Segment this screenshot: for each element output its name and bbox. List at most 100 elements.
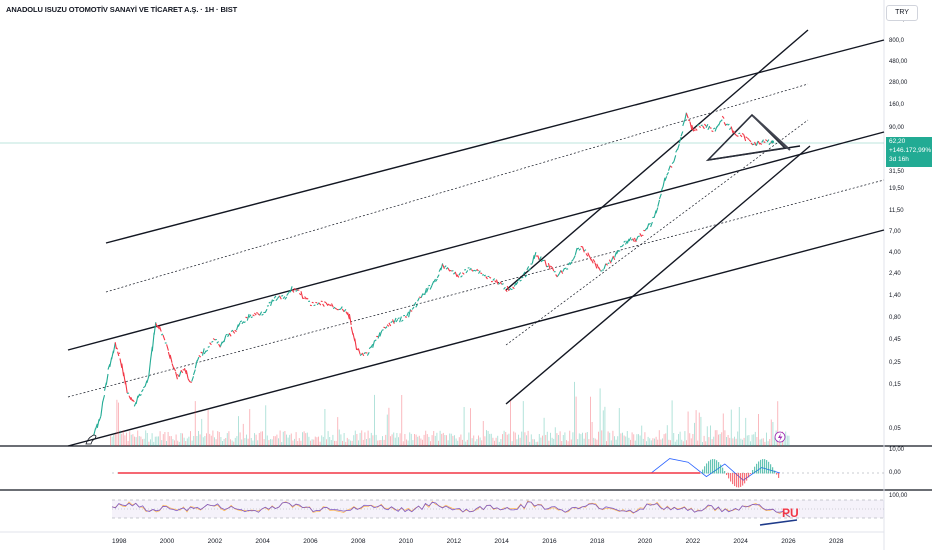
volume-bar — [148, 441, 150, 446]
price-segment — [167, 351, 171, 359]
time-axis[interactable]: 1998 2000 2002 2004 2006 2008 2010 2012 2014 2016… — [112, 538, 844, 545]
volume-bar — [769, 439, 771, 446]
price-segment — [207, 346, 210, 348]
volume-bar — [494, 440, 495, 446]
price-segment — [562, 268, 565, 273]
price-segment — [691, 124, 695, 132]
volume-bar — [758, 414, 759, 446]
price-segment — [406, 311, 410, 317]
price-segment — [623, 240, 626, 243]
price-segment — [256, 312, 259, 314]
price-segment — [211, 340, 214, 343]
macd-histogram-bar — [766, 460, 768, 474]
volume-bar — [156, 436, 158, 446]
volume-bar — [498, 441, 500, 446]
volume-bar — [518, 434, 519, 446]
volume-bar — [369, 438, 371, 446]
volume-bar — [140, 436, 142, 446]
volume-bar — [398, 437, 399, 446]
price-segment — [728, 127, 732, 130]
volume-bar — [260, 431, 262, 446]
rsi-axis-label: 100,00 — [889, 493, 908, 499]
volume-bar — [177, 440, 179, 446]
volume-bar — [182, 433, 183, 446]
volume-bar — [138, 436, 140, 446]
price-segment — [94, 423, 98, 430]
price-segment — [685, 113, 689, 119]
price-segment — [444, 265, 447, 268]
price-segment — [703, 123, 707, 127]
volume-bar — [366, 439, 367, 446]
price-segment — [313, 304, 316, 307]
price-segment — [417, 297, 420, 302]
volume-bar — [434, 435, 436, 446]
price-axis[interactable]: 1700,0800,0480,00280,00160,090,0031,5019… — [889, 17, 908, 499]
volume-bar — [602, 410, 604, 446]
volume-bar — [316, 437, 318, 446]
time-axis-label: 2018 — [590, 538, 605, 545]
trendline — [67, 229, 885, 447]
price-segment — [556, 273, 560, 277]
drawing-figure-icon — [85, 434, 97, 445]
macd-histogram-bar — [736, 473, 738, 488]
volume-bar — [202, 437, 204, 446]
currency-selector[interactable]: TRY — [886, 5, 918, 21]
volume-bar — [666, 425, 668, 446]
price-segment — [453, 272, 456, 275]
volume-bar — [577, 439, 579, 446]
price-segment — [646, 223, 650, 230]
price-segment — [363, 352, 366, 355]
price-segment — [327, 303, 331, 306]
volume-bar — [170, 436, 172, 446]
volume-bar — [255, 434, 257, 446]
price-segment — [201, 348, 205, 356]
price-segment — [173, 367, 177, 372]
volume-bar — [367, 430, 369, 446]
last-price-dot — [770, 140, 774, 144]
volume-bar — [385, 434, 387, 446]
price-segment — [560, 270, 564, 274]
volume-bar — [647, 436, 649, 446]
trend-drawings[interactable] — [67, 29, 885, 447]
volume-bar — [257, 440, 259, 446]
price-segment — [718, 120, 722, 126]
volume-bar — [266, 435, 268, 446]
price-segment — [766, 139, 770, 143]
volume-bar — [178, 441, 180, 446]
macd-histogram-bar — [740, 473, 742, 487]
time-axis-label: 2016 — [542, 538, 557, 545]
price-segment — [322, 303, 325, 307]
volume-bar — [121, 433, 123, 446]
price-segment — [340, 306, 343, 310]
volume-bar — [393, 432, 395, 446]
price-axis-label: 0,15 — [889, 382, 901, 388]
price-segment — [198, 355, 202, 358]
volume-bar — [625, 436, 627, 446]
macd-histogram-bar — [700, 473, 702, 474]
price-segment — [248, 314, 252, 318]
volume-bar — [583, 438, 585, 446]
volume-bar — [562, 435, 564, 446]
volume-bar — [342, 440, 343, 446]
volume-bar — [756, 437, 758, 446]
volume-bar — [210, 435, 212, 446]
volume-bar — [764, 441, 766, 446]
price-segment — [272, 299, 275, 302]
volume-bar — [198, 431, 199, 446]
price-segment — [246, 313, 250, 321]
volume-bar — [628, 437, 630, 446]
volume-bar — [548, 440, 550, 446]
symbol-title[interactable]: ANADOLU ISUZU OTOMOTİV SANAYİ VE TİCARET… — [6, 5, 238, 14]
price-segment — [458, 272, 462, 276]
price-axis-label: 480,00 — [889, 59, 908, 65]
volume-bar — [740, 438, 742, 446]
price-segment — [253, 312, 257, 316]
price-axis-label: 1,40 — [889, 293, 901, 299]
price-segment — [245, 316, 248, 319]
volume-bar — [294, 438, 295, 446]
price-segment — [759, 142, 763, 145]
volume-bar — [426, 434, 428, 446]
volume-bar — [305, 433, 307, 446]
volume-bar — [785, 431, 787, 446]
